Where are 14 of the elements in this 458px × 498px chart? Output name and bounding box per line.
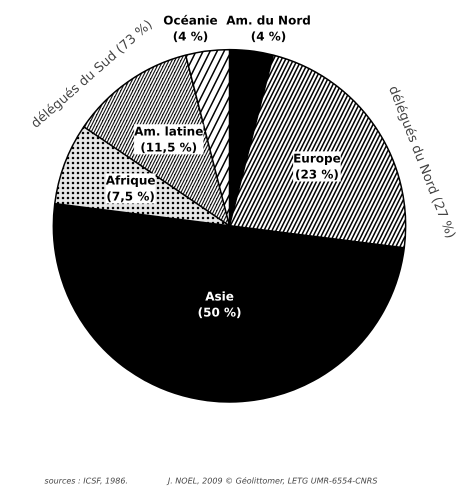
data-label: (11,5 %) [140,140,198,154]
data-label: (7,5 %) [106,189,155,204]
slice-label: Asie [205,289,234,304]
slice-label: Am. latine [134,124,204,138]
data-label: (50 %) [198,305,242,320]
slice-label: Am. du Nord [226,13,311,28]
data-label: (23 %) [294,167,339,182]
source-note: sources : ICSF, 1986. [44,476,128,486]
slice-label: Afrique [106,173,156,188]
text: J. NOEL, 2009 © Géolittomer, LETG UMR-6554-CNRS [166,476,378,486]
data-label: (4 %) [172,30,208,44]
slice-label: Europe [293,151,341,166]
data-label: (4 %) [250,30,286,44]
slice-label: Océanie [163,13,218,28]
